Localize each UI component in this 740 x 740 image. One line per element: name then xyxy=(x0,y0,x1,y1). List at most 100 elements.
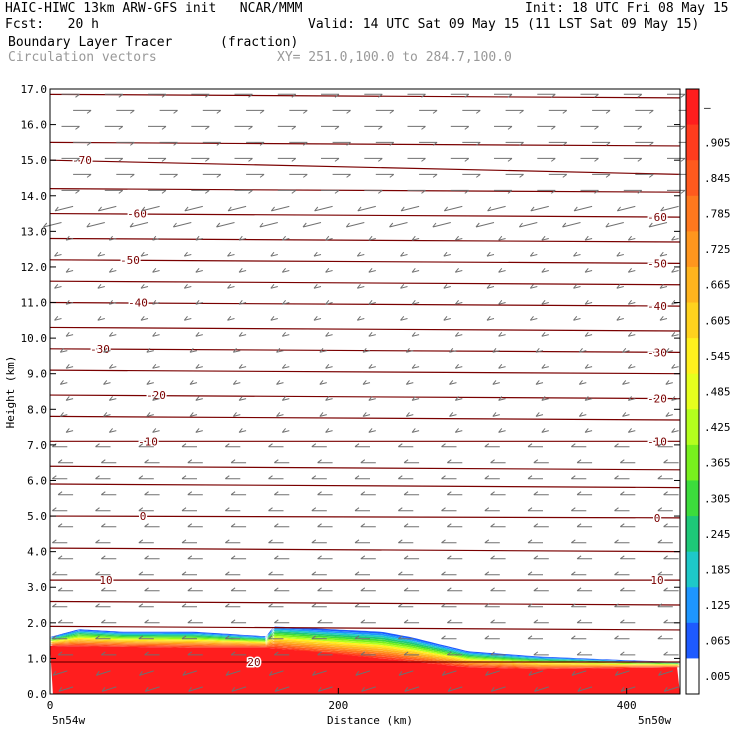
circulation-vector xyxy=(443,205,463,212)
circulation-vector xyxy=(234,125,253,130)
circulation-vector xyxy=(101,651,117,656)
circulation-vector xyxy=(578,347,587,353)
colorbar-swatch xyxy=(686,444,699,481)
contour-label-right: 0 xyxy=(654,512,661,525)
circulation-vector xyxy=(191,157,210,162)
circulation-vector xyxy=(144,555,160,560)
circulation-vector xyxy=(635,141,654,146)
circulation-vector xyxy=(400,205,420,212)
circulation-vector xyxy=(152,267,160,273)
circulation-vector xyxy=(183,251,192,257)
circulation-vector xyxy=(494,157,513,162)
y-tick-label: 3.0 xyxy=(27,581,47,594)
y-tick-label: 10.0 xyxy=(21,332,48,345)
circulation-vector xyxy=(419,173,438,178)
header-field-name: Boundary Layer Tracer xyxy=(8,35,173,50)
circulation-vector xyxy=(52,475,68,480)
circulation-vector xyxy=(360,491,376,496)
circulation-vector xyxy=(616,251,624,257)
circulation-vector xyxy=(541,235,549,241)
circulation-vector xyxy=(187,587,203,592)
x-axis-label: Distance (km) xyxy=(327,714,413,727)
circulation-vector xyxy=(234,157,253,162)
circulation-vector xyxy=(368,235,376,241)
circulation-vector xyxy=(311,507,327,512)
header-line1-right: Init: 18 UTC Fri 08 May 15 xyxy=(525,1,729,16)
circulation-vector xyxy=(325,363,333,369)
circulation-vector xyxy=(65,363,74,369)
contour-label: -40 xyxy=(128,297,148,310)
colorbar-label: .005 xyxy=(704,670,731,683)
circulation-vector xyxy=(325,396,333,401)
circulation-vector xyxy=(368,331,376,337)
circulation-vector xyxy=(667,189,686,194)
circulation-vector xyxy=(268,443,284,448)
circulation-vector xyxy=(188,686,203,692)
circulation-vector xyxy=(454,299,463,305)
circulation-vector xyxy=(375,141,395,146)
circulation-vector xyxy=(138,475,154,480)
circulation-vector xyxy=(202,173,222,178)
circulation-vector xyxy=(104,125,124,130)
circulation-vector xyxy=(231,686,247,692)
circulation-vector xyxy=(274,555,290,560)
contour-label: -20 xyxy=(146,389,166,402)
circulation-vector xyxy=(356,251,365,257)
circulation-vector xyxy=(571,475,587,480)
header-line2-right: Valid: 14 UTC Sat 09 May 15 (11 LST Sat … xyxy=(308,17,700,32)
circulation-vector xyxy=(584,331,593,337)
circulation-vector xyxy=(159,173,178,178)
circulation-vector xyxy=(584,299,593,305)
circulation-vector xyxy=(52,603,68,608)
circulation-vector xyxy=(492,380,500,385)
circulation-vector xyxy=(152,235,160,241)
circulation-vector xyxy=(623,93,643,98)
circulation-vector xyxy=(576,587,593,592)
contour-label-right: -20 xyxy=(647,393,667,406)
circulation-vector xyxy=(580,189,599,194)
contour-label-right: -10 xyxy=(647,435,667,448)
temperature-contour xyxy=(49,212,681,218)
y-tick-label: 1.0 xyxy=(27,652,47,665)
circulation-vector xyxy=(189,412,198,417)
circulation-vector xyxy=(490,555,506,560)
circulation-vector xyxy=(101,459,117,464)
circulation-vector xyxy=(61,125,80,130)
circulation-vector xyxy=(95,443,111,448)
circulation-vector xyxy=(319,380,327,385)
circulation-vector xyxy=(441,571,457,576)
circulation-vector xyxy=(447,651,463,656)
circulation-vector xyxy=(584,396,593,401)
circulation-vector xyxy=(59,380,68,385)
circulation-vector xyxy=(407,157,426,162)
circulation-vector xyxy=(108,267,117,273)
circulation-vector xyxy=(187,555,203,560)
circulation-vector xyxy=(548,141,568,146)
circulation-vector xyxy=(354,571,370,576)
circulation-vector xyxy=(289,141,308,146)
contour-label: -10 xyxy=(138,435,158,448)
circulation-vector xyxy=(195,396,203,401)
y-tick-label: 11.0 xyxy=(21,297,48,310)
circulation-vector xyxy=(232,347,241,353)
circulation-vector xyxy=(541,267,549,273)
circulation-vector xyxy=(657,571,673,576)
circulation-vector xyxy=(59,412,68,417)
circulation-vector xyxy=(576,491,593,496)
circulation-vector xyxy=(454,363,463,369)
circulation-vector xyxy=(486,283,495,289)
colorbar-label: .905 xyxy=(704,136,731,149)
circulation-vector xyxy=(43,222,62,228)
circulation-vector xyxy=(447,555,463,560)
circulation-vector xyxy=(65,428,74,433)
circulation-vector xyxy=(663,686,679,692)
circulation-vector xyxy=(73,141,92,146)
circulation-vector xyxy=(356,283,365,289)
x-tick-label: 200 xyxy=(328,699,348,712)
circulation-vector xyxy=(57,587,74,592)
circulation-vector xyxy=(191,189,210,194)
circulation-vector xyxy=(144,619,160,624)
temperature-contour xyxy=(49,93,681,99)
circulation-vector xyxy=(103,412,111,417)
circulation-vector xyxy=(484,539,500,544)
